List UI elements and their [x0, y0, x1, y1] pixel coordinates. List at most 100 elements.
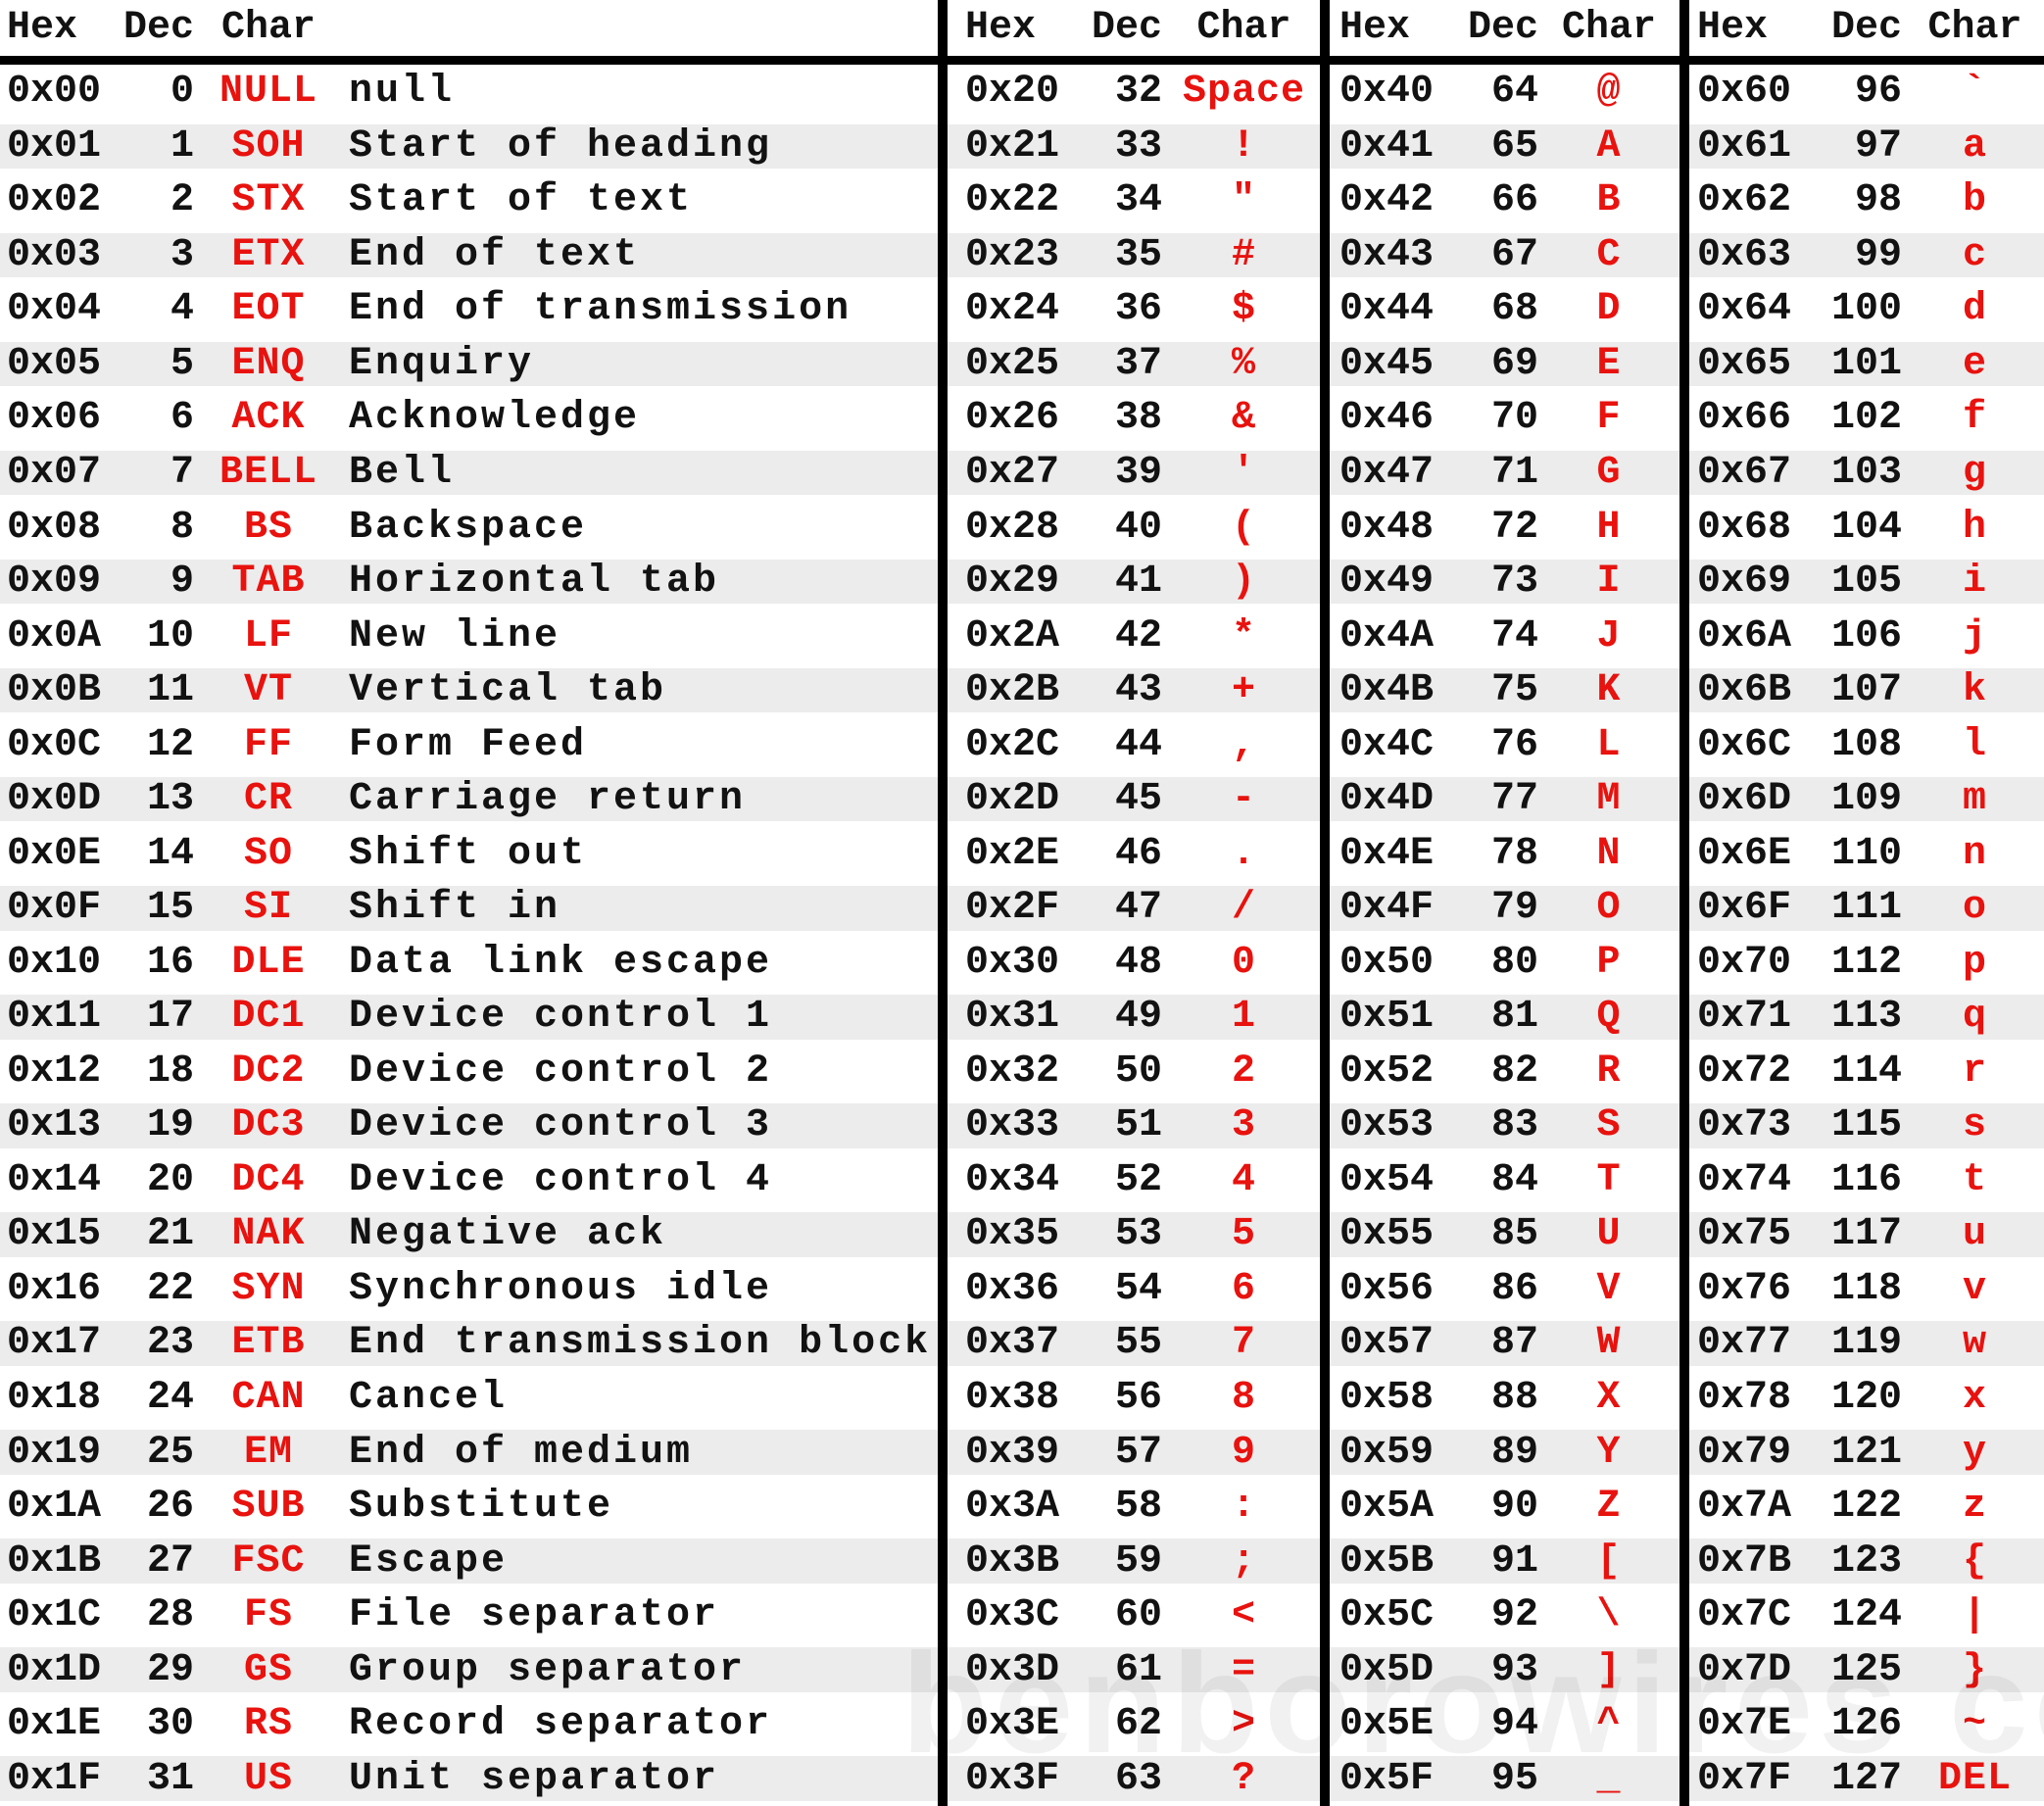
ascii-row-0x45: 0x45 69 E: [1330, 336, 1679, 392]
char-cell: w: [1962, 1321, 1987, 1366]
dec-cell: 28: [146, 1593, 194, 1638]
char-cell: t: [1962, 1157, 1987, 1202]
hex-cell: 0x15: [7, 1212, 102, 1257]
hex-cell: 0x45: [1339, 341, 1435, 386]
char-cell: G: [1596, 450, 1622, 495]
hex-cell: 0x65: [1697, 341, 1792, 386]
ascii-row-0x3C: 0x3C 60 <: [948, 1588, 1320, 1643]
header-char: Char: [1196, 6, 1291, 50]
ascii-row-0x2E: 0x2E 46.: [948, 826, 1320, 881]
dec-cell: 115: [1830, 1103, 1902, 1148]
char-cell: y: [1962, 1430, 1987, 1475]
hex-cell: 0x4A: [1339, 613, 1435, 659]
dec-cell: 97: [1854, 123, 1902, 169]
hex-cell: 0x5A: [1339, 1485, 1435, 1530]
char-cell: z: [1962, 1485, 1987, 1530]
hex-cell: 0x11: [7, 995, 102, 1040]
ascii-row-0x37: 0x37 55 7: [948, 1316, 1320, 1371]
char-cell: [: [1596, 1538, 1622, 1584]
char-cell: ETX: [231, 232, 306, 277]
char-cell: $: [1231, 287, 1256, 332]
char-cell: @: [1596, 70, 1622, 115]
hex-cell: 0x2F: [965, 886, 1060, 931]
hex-cell: 0x3D: [965, 1647, 1060, 1692]
hex-cell: 0x58: [1339, 1376, 1435, 1421]
char-cell: CR: [243, 777, 293, 822]
ascii-row-0x56: 0x56 86 V: [1330, 1262, 1679, 1317]
hex-cell: 0x32: [965, 1049, 1060, 1094]
hex-cell: 0x44: [1339, 287, 1435, 332]
dec-cell: 2: [170, 178, 194, 223]
char-cell: -: [1231, 777, 1256, 822]
hex-cell: 0x62: [1697, 178, 1792, 223]
char-cell: SOH: [231, 123, 306, 169]
dec-cell: 31: [146, 1756, 194, 1801]
rows-control-chars: 0x00 0 NULL null 0x01 1 SOH Start of heading 0x0…: [0, 65, 938, 1806]
char-cell: ": [1231, 178, 1256, 223]
dec-cell: 78: [1490, 831, 1538, 876]
char-cell: p: [1962, 940, 1987, 985]
dec-cell: 114: [1830, 1049, 1902, 1094]
char-cell: (: [1231, 505, 1256, 550]
dec-cell: 93: [1490, 1647, 1538, 1692]
ascii-row-0x59: 0x59 89 Y: [1330, 1425, 1679, 1480]
dec-cell: 112: [1830, 940, 1902, 985]
hex-cell: 0x50: [1339, 940, 1435, 985]
dec-cell: 110: [1830, 831, 1902, 876]
char-cell: r: [1962, 1049, 1987, 1094]
char-cell: E: [1596, 341, 1622, 386]
dec-cell: 108: [1830, 722, 1902, 767]
hex-cell: 0x06: [7, 396, 102, 441]
ascii-row-0x6A: 0x6A 106 j: [1689, 609, 2044, 663]
dec-cell: 26: [146, 1485, 194, 1530]
desc-cell: Substitute: [349, 1485, 614, 1530]
hex-cell: 0x38: [965, 1376, 1060, 1421]
hex-cell: 0x64: [1697, 287, 1792, 332]
hex-cell: 0x55: [1339, 1212, 1435, 1257]
char-cell: m: [1962, 777, 1987, 822]
hex-cell: 0x01: [7, 123, 102, 169]
dec-cell: 65: [1490, 123, 1538, 169]
char-cell: ACK: [231, 396, 306, 441]
hex-cell: 0x69: [1697, 560, 1792, 605]
rows-lowercase: 0x60 96 ` 0x61 97 a 0x62 98 b 0x63 99 c 0x64 100 d 0x65…: [1689, 65, 2044, 1806]
char-cell: 8: [1231, 1376, 1256, 1421]
dec-cell: 85: [1490, 1212, 1538, 1257]
dec-cell: 77: [1490, 777, 1538, 822]
dec-cell: 22: [146, 1266, 194, 1311]
hex-cell: 0x78: [1697, 1376, 1792, 1421]
dec-cell: 58: [1114, 1485, 1162, 1530]
char-cell: ): [1231, 560, 1256, 605]
ascii-row-0x0C: 0x0C 12 FF Form Feed: [0, 717, 938, 772]
char-cell: SI: [243, 886, 293, 931]
hex-cell: 0x79: [1697, 1430, 1792, 1475]
ascii-row-0x5A: 0x5A 90 Z: [1330, 1480, 1679, 1535]
char-cell: BS: [243, 505, 293, 550]
char-cell: {: [1962, 1538, 1987, 1584]
hex-cell: 0x51: [1339, 995, 1435, 1040]
dec-cell: 3: [170, 232, 194, 277]
hex-cell: 0x6E: [1697, 831, 1792, 876]
ascii-row-0x17: 0x17 23 ETB End transmission block: [0, 1316, 938, 1371]
desc-cell: Device control 3: [349, 1103, 773, 1148]
hex-cell: 0x6C: [1697, 722, 1792, 767]
desc-cell: Bell: [349, 450, 456, 495]
dec-cell: 46: [1114, 831, 1162, 876]
char-cell: DLE: [231, 940, 306, 985]
dec-cell: 53: [1114, 1212, 1162, 1257]
char-cell: f: [1962, 396, 1987, 441]
desc-cell: Data link escape: [349, 940, 773, 985]
dec-cell: 19: [146, 1103, 194, 1148]
hex-cell: 0x3F: [965, 1756, 1060, 1801]
dec-cell: 82: [1490, 1049, 1538, 1094]
char-cell: =: [1231, 1647, 1256, 1692]
column-header: Hex Dec Char: [948, 0, 1320, 65]
ascii-row-0x1A: 0x1A 26 SUB Substitute: [0, 1480, 938, 1535]
ascii-row-0x21: 0x21 33!: [948, 119, 1320, 174]
dec-cell: 48: [1114, 940, 1162, 985]
dec-cell: 124: [1830, 1593, 1902, 1638]
ascii-row-0x27: 0x27 39 ': [948, 445, 1320, 501]
ascii-row-0x11: 0x11 17 DC1 Device control 1: [0, 990, 938, 1045]
ascii-row-0x4E: 0x4E 78 N: [1330, 826, 1679, 881]
char-cell: ~: [1962, 1702, 1987, 1747]
